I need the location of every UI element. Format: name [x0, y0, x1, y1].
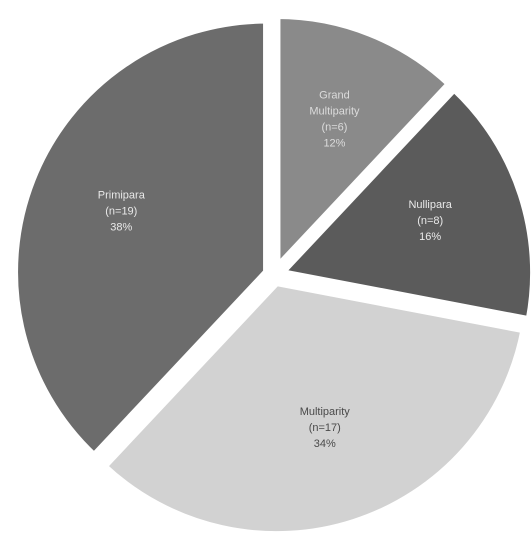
pie-slice-multiparity [99, 278, 529, 539]
pie-label-nullipara: Nullipara (n=8) 16% [408, 199, 452, 243]
pie-slices [11, 12, 532, 539]
pie-label-primipara: Primipara (n=19) 38% [98, 190, 146, 234]
pie-label-multiparity: Multiparity (n=17) 34% [300, 406, 351, 450]
pie-slice-nullipara [274, 83, 532, 324]
pie-slice-grand-multiparity [273, 12, 455, 277]
pie-labels: Grand Multiparity (n=6) 12% Nullipara (n=8) 16… [98, 89, 453, 450]
pie-label-grand-multiparity: Grand Multiparity (n=6) 12% [309, 89, 360, 149]
pie-slice-primipara [11, 16, 271, 461]
